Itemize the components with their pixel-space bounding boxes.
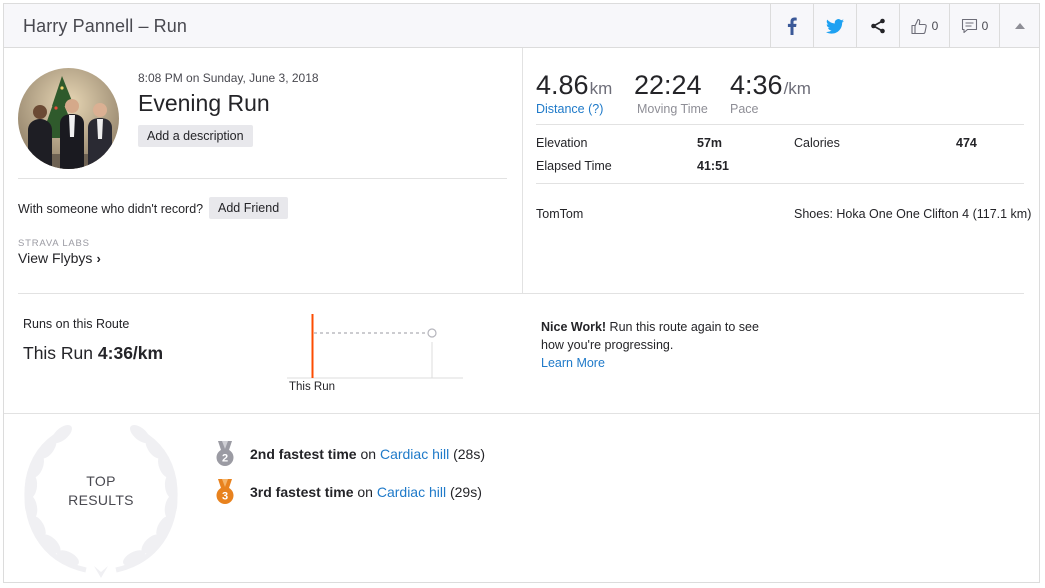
moving-time-label: Moving Time [637,102,708,116]
medal-rank: 3 [222,491,228,503]
this-run-prefix: This Run [23,343,94,363]
achievement-title: 2nd fastest time [250,446,357,462]
distance-label-link[interactable]: Distance (?) [536,102,604,116]
trend-point [427,328,437,338]
achievement-on: on [353,484,377,500]
view-flybys-label: View Flybys [18,250,93,266]
activity-date: 8:08 PM on Sunday, June 3, 2018 [138,71,319,85]
elapsed-time-label: Elapsed Time [536,159,612,173]
with-someone-text: With someone who didn't record? [18,202,204,216]
top-results-line2: RESULTS [68,492,134,508]
bronze-medal-icon: 3 [216,479,234,504]
share-button[interactable] [856,4,899,48]
comment-button[interactable]: 0 [949,4,999,48]
chevron-right-icon: › [96,251,101,266]
activity-header: Harry Pannell – Run 0 0 [4,4,1039,48]
pace-stat: 4:36/km [730,70,811,101]
facebook-share-button[interactable] [770,4,813,48]
pace-value: 4:36 [730,70,783,100]
achievement-on: on [356,446,380,462]
twitter-share-button[interactable] [813,4,856,48]
moving-time-stat: 22:24 [634,70,702,101]
comment-count: 0 [981,19,989,33]
elevation-value: 57m [697,136,723,150]
calories-value: 474 [956,136,977,150]
twitter-icon [826,18,844,34]
header-actions: 0 0 [770,4,1039,48]
nice-work-bold: Nice Work! [541,320,607,334]
learn-more-link[interactable]: Learn More [541,356,605,370]
distance-stat: 4.86km [536,70,612,101]
activity-card: Harry Pannell – Run 0 0 [3,3,1040,583]
segment-link[interactable]: Cardiac hill [376,484,447,500]
achievement-item: 3 3rd fastest time on Cardiac hill (29s) [214,478,482,506]
laurel-wreath-icon [24,425,178,578]
section-divider [4,413,1039,414]
distance-unit: km [589,79,613,98]
strava-labs-label: STRAVA LABS [18,238,90,249]
medal-rank: 2 [222,453,228,465]
achievement-time: (29s) [446,484,482,500]
elapsed-time-value: 41:51 [697,159,729,173]
add-friend-button[interactable]: Add Friend [209,197,289,219]
route-message: Nice Work! Run this route again to see h… [541,318,771,372]
share-icon [871,18,885,34]
divider [536,183,1024,184]
achievement-time: (28s) [449,446,485,462]
top-results-badge: TOP RESULTS [51,472,151,510]
comment-icon [961,18,977,34]
this-run-value: 4:36/km [97,343,164,363]
divider [536,124,1024,125]
nice-work-text: Run this route again to see how you're p… [541,320,759,352]
chart-this-run-label: This Run [289,381,336,393]
pace-label: Pace [730,102,759,116]
caret-up-icon [1014,23,1025,29]
elevation-label: Elevation [536,136,588,150]
calories-label: Calories [794,136,840,150]
achievement-item: 2 2nd fastest time on Cardiac hill (28s) [214,440,485,468]
segment-link[interactable]: Cardiac hill [379,446,450,462]
kudos-button[interactable]: 0 [899,4,949,48]
vertical-divider [522,48,523,294]
distance-value: 4.86 [536,70,589,100]
page-title: Harry Pannell – Run [23,16,187,36]
athlete-photo [18,68,119,169]
this-run-pace: This Run 4:36/km [23,343,163,364]
collapse-button[interactable] [999,4,1039,48]
route-title: Runs on this Route [23,317,130,331]
activity-name: Evening Run [138,90,270,116]
achievement-title: 3rd fastest time [250,484,354,500]
pace-unit: /km [783,79,811,98]
kudos-count: 0 [931,19,939,33]
shoes-info: Shoes: Hoka One One Clifton 4 (117.1 km) [794,207,1032,221]
device-name: TomTom [536,207,584,221]
divider [18,293,1024,294]
avatar[interactable] [18,68,119,169]
silver-medal-icon: 2 [216,441,234,466]
top-results-line1: TOP [86,473,116,489]
divider [18,178,507,179]
view-flybys-link[interactable]: View Flybys › [18,250,101,266]
add-description-button[interactable]: Add a description [138,125,253,147]
route-chart [287,314,463,379]
moving-time-value: 22:24 [634,70,702,100]
thumbs-up-icon [911,18,927,34]
facebook-icon [787,17,797,35]
